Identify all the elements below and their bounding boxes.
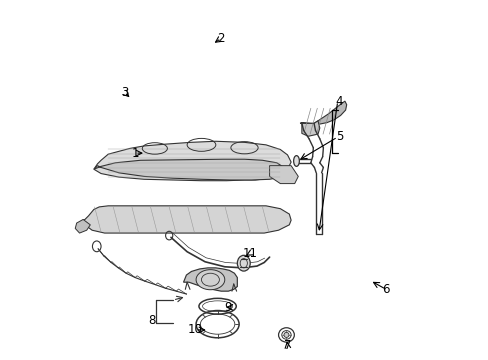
Text: 1: 1 bbox=[131, 147, 139, 159]
Ellipse shape bbox=[284, 332, 288, 337]
Polygon shape bbox=[94, 141, 290, 181]
Text: 8: 8 bbox=[148, 314, 156, 327]
Polygon shape bbox=[75, 220, 90, 233]
Text: 2: 2 bbox=[217, 32, 224, 45]
Ellipse shape bbox=[196, 270, 224, 290]
Text: 4: 4 bbox=[335, 95, 343, 108]
Text: 9: 9 bbox=[224, 301, 232, 314]
Ellipse shape bbox=[293, 156, 299, 166]
Text: 3: 3 bbox=[121, 86, 128, 99]
Text: 10: 10 bbox=[187, 323, 203, 336]
Text: 11: 11 bbox=[242, 247, 257, 260]
Polygon shape bbox=[269, 166, 298, 184]
Text: 5: 5 bbox=[335, 130, 343, 144]
Polygon shape bbox=[83, 206, 290, 233]
Polygon shape bbox=[300, 101, 346, 125]
Ellipse shape bbox=[237, 255, 250, 271]
Text: 7: 7 bbox=[283, 339, 291, 352]
Polygon shape bbox=[94, 159, 287, 180]
Text: 6: 6 bbox=[382, 283, 389, 296]
Polygon shape bbox=[183, 268, 237, 291]
Polygon shape bbox=[301, 121, 319, 136]
